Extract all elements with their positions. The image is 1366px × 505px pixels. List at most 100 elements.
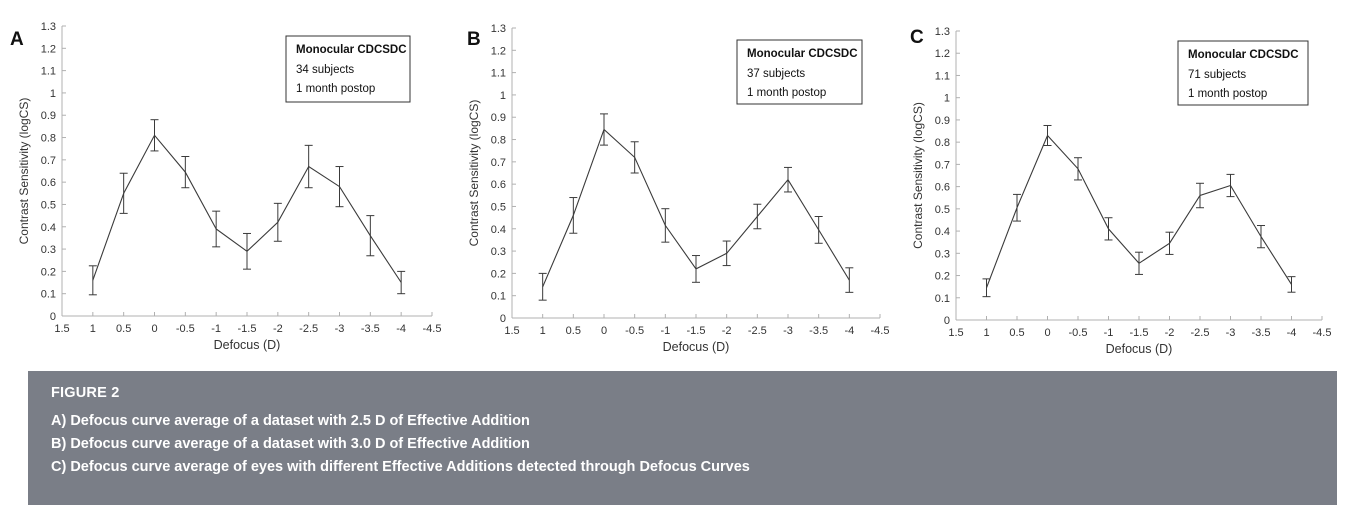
y-axis-label: Contrast Sensitivity (logCS)	[911, 102, 925, 249]
x-tick-label: -1	[211, 323, 221, 335]
y-tick-label: 1.1	[41, 66, 56, 78]
x-tick-label: -4	[1287, 327, 1297, 339]
y-tick-label: 0	[50, 311, 56, 323]
x-tick-label: -2.5	[299, 323, 318, 335]
x-tick-label: -3	[1226, 327, 1236, 339]
y-tick-label: 0.3	[491, 246, 506, 258]
x-tick-label: 1	[983, 327, 989, 339]
error-bar	[753, 203, 762, 230]
annotation-title: Monocular CDCSDC	[747, 48, 858, 60]
error-bar	[569, 197, 578, 234]
x-tick-label: 0	[151, 323, 157, 335]
y-tick-label: 1.2	[935, 48, 950, 60]
y-tick-label: 0.1	[491, 291, 506, 303]
x-tick-label: 0	[601, 325, 607, 337]
error-bar	[692, 255, 700, 283]
y-tick-label: 0.1	[935, 293, 950, 305]
y-axis-label: Contrast Sensitivity (logCS)	[467, 100, 481, 247]
annotation-time: 1 month postop	[747, 87, 826, 99]
x-tick-label: -3	[783, 325, 793, 337]
annotation-subjects: 71 subjects	[1188, 69, 1246, 81]
panel-label: C	[910, 27, 924, 48]
error-bar	[1135, 251, 1143, 275]
y-tick-label: 0	[944, 315, 950, 327]
x-tick-label: 0.5	[116, 323, 131, 335]
error-bar	[181, 156, 190, 189]
y-tick-label: 0.5	[491, 201, 506, 213]
y-tick-label: 0.6	[491, 179, 506, 191]
defocus-charts: A 0 0.1 0.2 0.3 0.4 0.5 0.6 0.7 0.8 0.9 1 1.1 1.2 1.3 1…	[10, 21, 1331, 356]
y-tick-label: 0.6	[41, 177, 56, 189]
x-tick-label: -2	[722, 325, 732, 337]
x-axis-label: Defocus (D)	[1106, 342, 1173, 356]
x-tick-label: -2.5	[1191, 327, 1210, 339]
x-tick-label: 0	[1044, 327, 1050, 339]
x-tick-label: -4	[396, 323, 406, 335]
annotation-time: 1 month postop	[1188, 88, 1267, 100]
error-bar	[1104, 217, 1113, 241]
annotation-title: Monocular CDCSDC	[296, 44, 407, 56]
figure-caption: FIGURE 2 A) Defocus curve average of a d…	[28, 371, 1337, 505]
caption-line-a: A) Defocus curve average of a dataset wi…	[51, 413, 530, 429]
x-axis-label: Defocus (D)	[214, 338, 281, 352]
x-tick-label: -1.5	[1130, 327, 1149, 339]
error-bar	[814, 216, 823, 244]
y-tick-label: 0.2	[41, 266, 56, 278]
annotation-subjects: 34 subjects	[296, 64, 354, 76]
y-tick-label: 0.8	[41, 133, 56, 145]
x-tick-label: -1.5	[238, 323, 257, 335]
y-tick-label: 1	[944, 93, 950, 105]
error-bar	[119, 172, 128, 214]
error-bar	[243, 232, 251, 270]
annotation-box: Monocular CDCSDC 34 subjects 1 month posto…	[285, 35, 411, 103]
x-tick-label: -0.5	[1069, 327, 1088, 339]
x-tick-label: -0.5	[625, 325, 644, 337]
x-tick-label: 0.5	[1009, 327, 1024, 339]
error-bar	[1226, 173, 1235, 198]
annotation-time: 1 month postop	[296, 83, 375, 95]
y-tick-label: 0.7	[491, 157, 506, 169]
caption-title: FIGURE 2	[51, 385, 120, 401]
chart-panel-a: A 0 0.1 0.2 0.3 0.4 0.5 0.6 0.7 0.8 0.9 1 1.1 1.2 1.3 1…	[10, 21, 441, 352]
error-bar	[538, 272, 547, 301]
y-tick-label: 0.5	[41, 199, 56, 211]
x-tick-label: 1.5	[948, 327, 963, 339]
x-tick-label: -2	[273, 323, 283, 335]
y-tick-label: 0.3	[935, 248, 950, 260]
annotation-frame	[1177, 40, 1309, 106]
x-tick-label: -2.5	[748, 325, 767, 337]
error-bar	[212, 210, 221, 248]
y-tick-label: 0.9	[935, 115, 950, 127]
x-tick-label: 1	[540, 325, 546, 337]
x-tick-label: 1.5	[504, 325, 519, 337]
x-tick-label: 1	[90, 323, 96, 335]
x-tick-label: -2	[1165, 327, 1175, 339]
annotation-box: Monocular CDCSDC 37 subjects 1 month posto…	[736, 39, 863, 105]
y-tick-label: 0.3	[41, 244, 56, 256]
panel-label: A	[10, 29, 24, 50]
x-tick-label: 0.5	[566, 325, 581, 337]
chart-panel-c: C 0 0.1 0.2 0.3 0.4 0.5 0.6 0.7 0.8 0.9 1 1.1 1.2 1.3 1…	[910, 26, 1331, 356]
x-tick-label: -3.5	[1252, 327, 1271, 339]
y-tick-label: 0.2	[935, 271, 950, 283]
chart-panel-b: B 0 0.1 0.2 0.3 0.4 0.5 0.6 0.7 0.8 0.9 1 1.1 1.2 1.3 1…	[467, 23, 889, 354]
error-bar	[661, 208, 670, 243]
x-tick-label: -3.5	[809, 325, 828, 337]
y-tick-label: 1.1	[935, 70, 950, 82]
y-tick-label: 1.2	[491, 45, 506, 57]
y-tick-label: 1	[50, 88, 56, 100]
error-bar	[304, 144, 313, 189]
error-bar	[600, 113, 608, 146]
error-bar	[722, 240, 731, 267]
y-tick-label: 0.4	[935, 226, 950, 238]
error-bar	[335, 166, 344, 208]
x-axis-label: Defocus (D)	[663, 340, 730, 354]
y-tick-label: 1.1	[491, 68, 506, 80]
y-axis-label: Contrast Sensitivity (logCS)	[17, 98, 31, 245]
y-tick-label: 0.5	[935, 204, 950, 216]
x-tick-label: -1	[660, 325, 670, 337]
error-bar	[1165, 231, 1174, 255]
x-tick-label: -1.5	[687, 325, 706, 337]
annotation-frame	[736, 39, 863, 105]
error-bar	[630, 141, 639, 174]
